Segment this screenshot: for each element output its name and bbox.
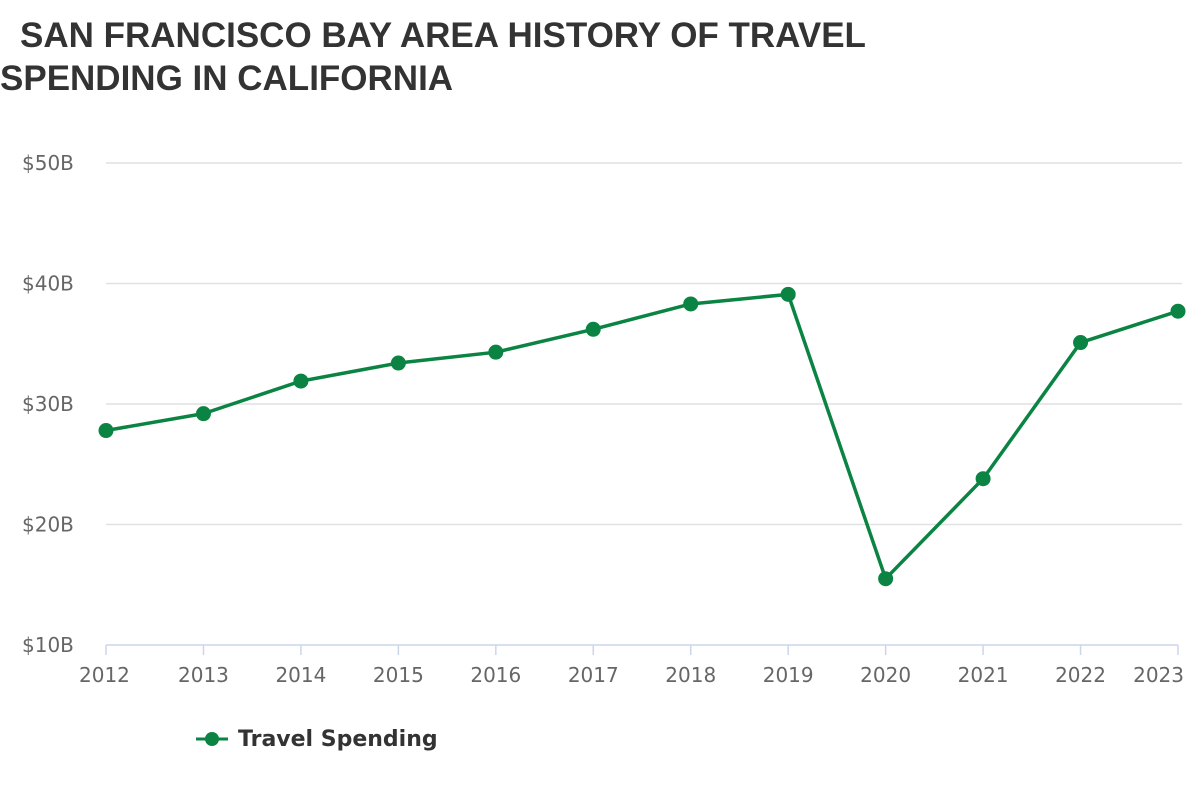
data-point[interactable]	[98, 423, 114, 439]
series-line	[105, 292, 1179, 581]
data-point[interactable]	[293, 373, 309, 389]
chart-title: SAN FRANCISCO BAY AREA HISTORY OF TRAVEL…	[0, 16, 866, 98]
x-tick-label: 2016	[470, 663, 521, 687]
gridlines	[106, 162, 1182, 526]
x-tick-label: 2012	[79, 663, 130, 687]
data-point[interactable]	[1170, 303, 1186, 319]
x-tick-label: 2020	[860, 663, 911, 687]
y-axis-tick-labels: $10B $20B $30B $40B $50B	[22, 151, 74, 657]
series-travel-spending	[98, 286, 1186, 587]
y-tick-label: $20B	[22, 513, 74, 537]
x-tick-label: 2022	[1055, 663, 1106, 687]
x-tick-label: 2013	[178, 663, 229, 687]
data-point[interactable]	[780, 286, 796, 302]
data-point[interactable]	[488, 344, 504, 360]
data-point[interactable]	[975, 471, 991, 487]
x-tick-label: 2018	[665, 663, 716, 687]
legend-marker-icon	[196, 724, 228, 754]
x-axis-tick-labels: 2012 2013 2014 2015 2016 2017 2018 2019 2020 2021…	[79, 663, 1184, 687]
data-point[interactable]	[683, 296, 699, 312]
x-tick-label: 2021	[958, 663, 1009, 687]
data-point[interactable]	[878, 571, 894, 587]
x-axis	[105, 644, 1179, 655]
y-tick-label: $10B	[22, 633, 74, 657]
x-tick-label: 2023	[1133, 663, 1184, 687]
x-tick-label: 2017	[568, 663, 619, 687]
x-tick-label: 2015	[373, 663, 424, 687]
legend-label-travel-spending: Travel Spending	[238, 726, 438, 752]
data-point[interactable]	[195, 406, 211, 422]
y-tick-label: $40B	[22, 272, 74, 296]
data-point[interactable]	[390, 355, 406, 371]
data-point[interactable]	[585, 321, 601, 337]
data-point[interactable]	[1073, 335, 1089, 351]
y-tick-label: $30B	[22, 392, 74, 416]
y-tick-label: $50B	[22, 151, 74, 175]
x-tick-label: 2014	[275, 663, 326, 687]
x-tick-label: 2019	[763, 663, 814, 687]
legend[interactable]: Travel Spending	[196, 724, 438, 754]
